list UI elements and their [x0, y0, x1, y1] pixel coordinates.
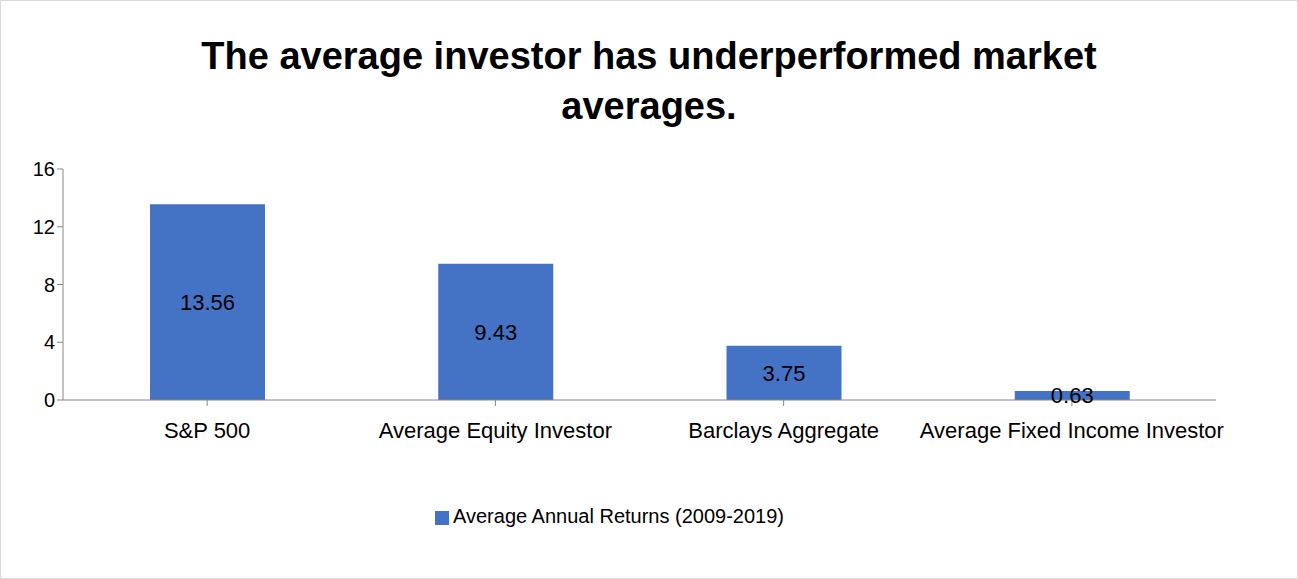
html-text:The average investor has under: The average investor has underperformed …: [201, 35, 1097, 127]
svg-text:0.63: 0.63: [1051, 383, 1094, 408]
svg-text:S&P 500: S&P 500: [164, 418, 250, 443]
html-text:Average Annual Returns (2009-2: Average Annual Returns (2009-2019): [453, 505, 784, 527]
svg-text:9.43: 9.43: [474, 320, 517, 345]
svg-text:13.56: 13.56: [180, 290, 235, 315]
svg-text:Average Equity Investor: Average Equity Investor: [379, 418, 612, 443]
svg-text:Barclays Aggregate: Barclays Aggregate: [688, 418, 879, 443]
svg-text:Average Fixed Income Investor: Average Fixed Income Investor: [920, 418, 1224, 443]
svg-text:3.75: 3.75: [763, 361, 806, 386]
svg-text:12: 12: [33, 216, 55, 238]
svg-text:16: 16: [33, 158, 55, 180]
svg-text:4: 4: [44, 331, 55, 353]
svg-text:8: 8: [44, 274, 55, 296]
svg-text:0: 0: [44, 389, 55, 411]
